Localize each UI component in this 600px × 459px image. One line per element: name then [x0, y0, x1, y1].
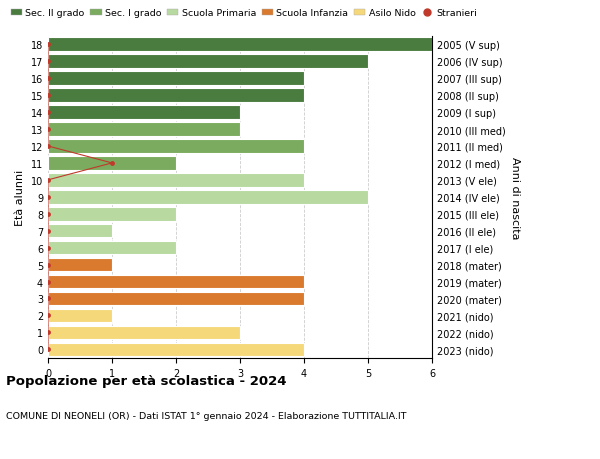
- Bar: [48, 343, 304, 356]
- Bar: [48, 258, 112, 272]
- Bar: [48, 190, 368, 204]
- Bar: [48, 241, 176, 255]
- Bar: [48, 174, 304, 187]
- Bar: [48, 157, 176, 170]
- Y-axis label: Età alunni: Età alunni: [15, 169, 25, 225]
- Bar: [48, 39, 432, 52]
- Bar: [48, 275, 304, 289]
- Bar: [48, 207, 176, 221]
- Bar: [48, 292, 304, 306]
- Y-axis label: Anni di nascita: Anni di nascita: [509, 156, 520, 239]
- Text: Popolazione per età scolastica - 2024: Popolazione per età scolastica - 2024: [6, 374, 287, 387]
- Bar: [48, 326, 240, 339]
- Bar: [48, 89, 304, 103]
- Bar: [48, 224, 112, 238]
- Bar: [48, 309, 112, 323]
- Bar: [48, 72, 304, 86]
- Bar: [48, 140, 304, 153]
- Legend: Sec. II grado, Sec. I grado, Scuola Primaria, Scuola Infanzia, Asilo Nido, Stran: Sec. II grado, Sec. I grado, Scuola Prim…: [11, 9, 476, 18]
- Bar: [48, 56, 368, 69]
- Text: COMUNE DI NEONELI (OR) - Dati ISTAT 1° gennaio 2024 - Elaborazione TUTTITALIA.IT: COMUNE DI NEONELI (OR) - Dati ISTAT 1° g…: [6, 411, 407, 420]
- Bar: [48, 123, 240, 136]
- Bar: [48, 106, 240, 120]
